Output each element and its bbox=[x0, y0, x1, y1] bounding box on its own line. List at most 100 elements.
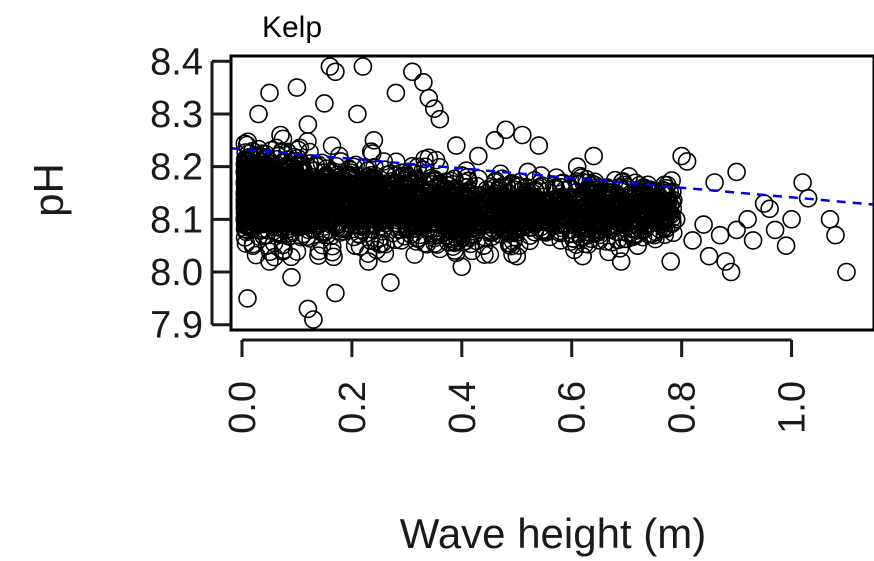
data-point bbox=[366, 204, 385, 224]
data-point bbox=[247, 148, 266, 167]
data-point bbox=[599, 183, 619, 202]
data-point bbox=[293, 163, 312, 182]
data-point bbox=[392, 231, 411, 250]
data-point bbox=[738, 210, 757, 229]
data-point bbox=[236, 189, 255, 209]
data-point bbox=[289, 157, 308, 176]
trend-line bbox=[231, 146, 874, 206]
data-point bbox=[426, 172, 445, 191]
data-point bbox=[459, 202, 478, 222]
data-point bbox=[297, 214, 317, 234]
data-point bbox=[595, 189, 615, 208]
data-point bbox=[683, 231, 702, 250]
data-point bbox=[760, 199, 779, 219]
data-point bbox=[639, 194, 659, 213]
data-point bbox=[521, 191, 541, 210]
data-point bbox=[287, 215, 307, 235]
data-point bbox=[439, 201, 459, 221]
data-point bbox=[611, 178, 630, 197]
data-point bbox=[592, 211, 612, 230]
y-axis: 7.9 8.0 8.1 8.2 8.3 8.4 bbox=[150, 41, 231, 347]
data-point bbox=[438, 185, 457, 205]
data-point bbox=[754, 194, 774, 213]
data-point bbox=[721, 262, 741, 282]
data-point bbox=[388, 210, 407, 230]
data-point bbox=[486, 184, 506, 204]
data-point bbox=[468, 146, 488, 166]
data-point bbox=[375, 244, 395, 263]
data-point bbox=[483, 190, 502, 209]
data-point bbox=[445, 169, 464, 189]
data-point bbox=[567, 182, 587, 201]
data-point bbox=[460, 196, 480, 215]
data-point bbox=[512, 125, 532, 145]
data-point bbox=[475, 245, 494, 264]
data-point bbox=[776, 236, 796, 255]
y-tick-label: 7.9 bbox=[150, 305, 203, 347]
data-point bbox=[249, 146, 268, 166]
data-point bbox=[293, 183, 312, 203]
data-point bbox=[424, 99, 444, 118]
data-point bbox=[584, 146, 604, 166]
data-point bbox=[344, 157, 363, 177]
data-point bbox=[798, 189, 818, 208]
x-axis: 0.0 0.2 0.4 0.6 0.8 1.0 bbox=[222, 338, 814, 434]
data-point bbox=[405, 245, 424, 264]
y-tick-label: 8.4 bbox=[150, 41, 203, 83]
data-point bbox=[276, 220, 296, 240]
data-point bbox=[237, 220, 256, 240]
data-point bbox=[606, 215, 626, 234]
data-point bbox=[278, 150, 297, 169]
data-point bbox=[398, 177, 418, 196]
data-point bbox=[281, 247, 301, 267]
plot-frame bbox=[229, 54, 874, 332]
data-point bbox=[705, 173, 724, 192]
x-axis-title: Wave height (m) bbox=[400, 510, 707, 557]
y-tick-label: 8.3 bbox=[150, 94, 203, 136]
data-point bbox=[375, 183, 395, 203]
data-point bbox=[264, 199, 283, 219]
data-point bbox=[298, 115, 318, 134]
data-point bbox=[236, 159, 256, 178]
data-point bbox=[348, 104, 367, 124]
data-point bbox=[611, 252, 631, 271]
data-point bbox=[646, 222, 665, 242]
data-point bbox=[408, 157, 428, 176]
data-point bbox=[349, 183, 368, 203]
data-point bbox=[337, 189, 357, 208]
data-point bbox=[457, 177, 477, 197]
data-point bbox=[316, 195, 335, 215]
x-tick-label: 1.0 bbox=[772, 381, 814, 434]
data-point bbox=[619, 224, 639, 243]
data-point bbox=[727, 162, 746, 182]
data-point bbox=[502, 194, 521, 214]
data-point bbox=[282, 267, 301, 287]
x-tick-label: 0.8 bbox=[662, 381, 704, 434]
data-point bbox=[518, 162, 538, 182]
x-tick-label: 0.6 bbox=[552, 381, 594, 434]
data-point bbox=[506, 192, 525, 211]
data-point bbox=[485, 131, 505, 150]
data-point bbox=[235, 134, 255, 153]
data-point bbox=[260, 242, 280, 262]
data-point bbox=[533, 206, 553, 226]
data-point bbox=[304, 310, 323, 329]
data-point bbox=[271, 125, 290, 145]
data-point bbox=[361, 142, 381, 161]
data-point bbox=[462, 225, 481, 244]
data-point bbox=[617, 204, 637, 224]
data-point bbox=[377, 174, 397, 193]
data-point bbox=[556, 192, 575, 211]
data-point bbox=[452, 257, 472, 277]
data-point bbox=[599, 242, 618, 262]
data-point bbox=[820, 210, 840, 229]
x-tick-label: 0.0 bbox=[222, 381, 264, 434]
data-points bbox=[238, 57, 856, 329]
data-point bbox=[265, 167, 285, 187]
data-point bbox=[342, 210, 362, 229]
data-point bbox=[323, 242, 342, 262]
x-tick-label: 0.2 bbox=[332, 381, 374, 434]
data-point bbox=[507, 246, 527, 266]
data-point bbox=[549, 222, 568, 242]
data-point bbox=[580, 176, 600, 195]
